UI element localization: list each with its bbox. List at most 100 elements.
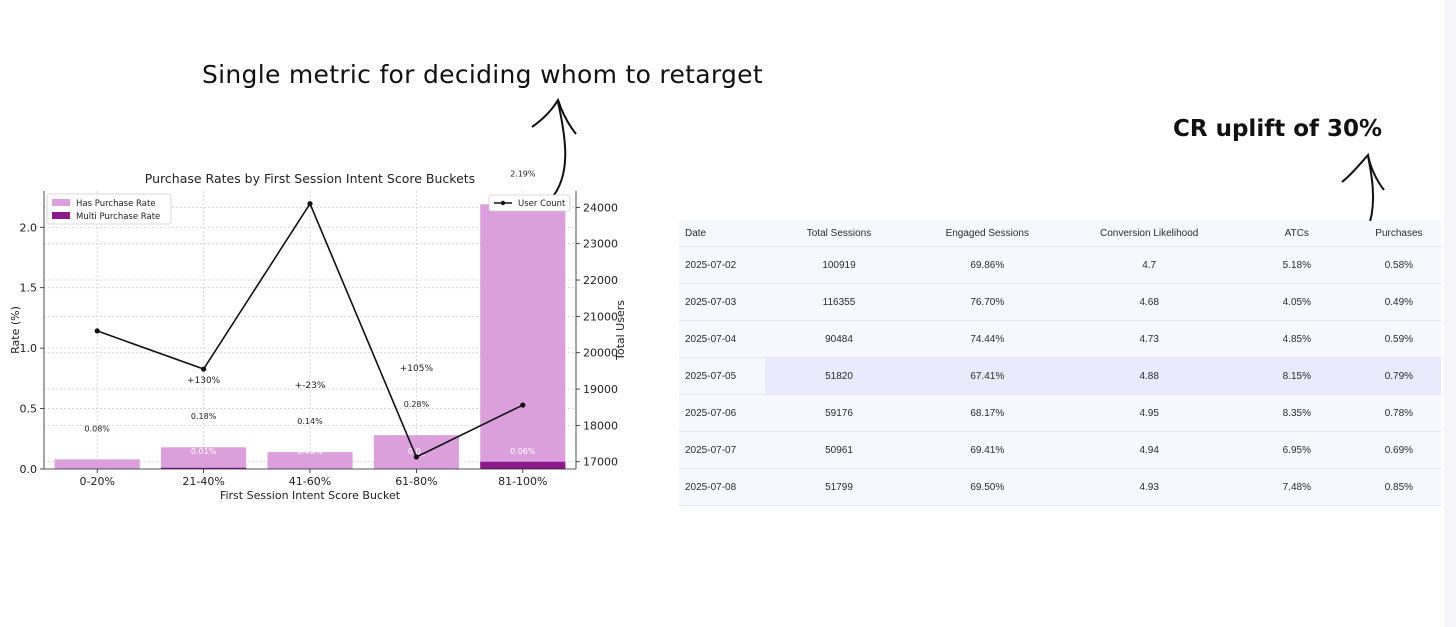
y-tick-label: 1.0 bbox=[20, 342, 38, 355]
x-tick-label: 61-80% bbox=[395, 475, 437, 488]
table-cell-date: 2025-07-06 bbox=[679, 394, 765, 432]
y2-tick-label: 23000 bbox=[583, 238, 618, 251]
column-header-total-sessions: Total Sessions bbox=[765, 221, 913, 247]
table-cell-atcs: 7.48% bbox=[1236, 468, 1357, 506]
legend-swatch-multi-purchase bbox=[52, 212, 70, 219]
table-cell-atcs: 8.35% bbox=[1236, 394, 1357, 432]
change-label: +105% bbox=[400, 364, 434, 374]
table-cell-engaged-sessions: 69.41% bbox=[913, 431, 1062, 469]
table-cell-engaged-sessions: 67.41% bbox=[913, 357, 1062, 395]
multi-value-label: 0.0_ bbox=[408, 447, 426, 456]
legend-label-has-purchase: Has Purchase Rate bbox=[76, 199, 156, 209]
uplift-annotation: CR uplift of 30% bbox=[1173, 116, 1383, 142]
table-cell-atcs: 8.15% bbox=[1236, 357, 1357, 395]
table-cell-date: 2025-07-02 bbox=[679, 246, 765, 284]
table-cell-purchases: 0.78% bbox=[1356, 394, 1441, 432]
multi-value-label: 0.00% bbox=[297, 447, 323, 456]
y-tick-label: 2.0 bbox=[20, 221, 38, 234]
page-edge bbox=[1444, 0, 1456, 627]
table-cell-date: 2025-07-03 bbox=[679, 283, 765, 321]
user-count-point bbox=[307, 201, 313, 207]
y-tick-label: 0.5 bbox=[20, 403, 38, 416]
table-cell-total-sessions: 51820 bbox=[765, 357, 913, 395]
user-count-point bbox=[201, 366, 207, 372]
legend-label-multi-purchase: Multi Purchase Rate bbox=[76, 212, 160, 222]
bar-has-purchase-rate bbox=[373, 435, 459, 469]
table-cell-purchases: 0.79% bbox=[1356, 357, 1441, 395]
bar-value-label: 0.28% bbox=[404, 400, 430, 409]
table-cell-total-sessions: 90484 bbox=[765, 320, 913, 358]
table-cell-atcs: 6.95% bbox=[1236, 431, 1357, 469]
table-cell-purchases: 0.69% bbox=[1356, 431, 1441, 469]
table-row: 2025-07-06 59176 68.17% 4.95 8.35% 0.78% bbox=[679, 394, 1441, 432]
legend-marker-user-count bbox=[500, 200, 506, 206]
table-cell-conversion-likelihood: 4.7 bbox=[1061, 246, 1237, 284]
table-header-row: Date Total Sessions Engaged Sessions Conver… bbox=[679, 221, 1441, 247]
y2-tick-label: 19000 bbox=[583, 383, 618, 396]
legend-box-right bbox=[488, 194, 571, 212]
column-header-atcs: ATCs bbox=[1236, 221, 1357, 247]
column-header-date: Date bbox=[679, 221, 765, 247]
legend-box bbox=[46, 193, 172, 225]
y-axis-label: Rate (%) bbox=[9, 306, 22, 354]
table-cell-date: 2025-07-07 bbox=[679, 431, 765, 469]
bar-has-purchase-rate bbox=[480, 204, 566, 469]
table-cell-date: 2025-07-05 bbox=[679, 357, 765, 395]
x-tick-label: 41-60% bbox=[289, 475, 331, 488]
table-cell-engaged-sessions: 74.44% bbox=[913, 320, 1062, 358]
table-cell-total-sessions: 50961 bbox=[765, 431, 913, 469]
x-tick-label: 0-20% bbox=[79, 475, 114, 488]
table-cell-conversion-likelihood: 4.94 bbox=[1061, 431, 1237, 469]
table-cell-engaged-sessions: 68.17% bbox=[913, 394, 1062, 432]
purchase-rate-chart: 0.08% 0.18% 0.14% 0.28% 2.19% 0.01% 0.00% 0.0_ 0… bbox=[9, 169, 627, 502]
change-label: +-23% bbox=[295, 381, 326, 391]
bar-multi-purchase-rate bbox=[480, 461, 566, 469]
table-cell-total-sessions: 51799 bbox=[765, 468, 913, 506]
bar-has-purchase-rate bbox=[54, 459, 140, 469]
multi-value-label: 0.01% bbox=[191, 447, 217, 456]
table-cell-conversion-likelihood: 4.68 bbox=[1061, 283, 1237, 321]
user-count-point bbox=[94, 328, 100, 334]
y2-tick-label: 22000 bbox=[583, 274, 618, 287]
table-cell-engaged-sessions: 69.50% bbox=[913, 468, 1062, 506]
y2-tick-label: 21000 bbox=[583, 310, 618, 323]
multi-value-label: 0.06% bbox=[510, 447, 536, 456]
table-cell-total-sessions: 100919 bbox=[765, 246, 913, 284]
table-cell-purchases: 0.58% bbox=[1356, 246, 1441, 284]
bar-has-purchase-rate bbox=[267, 452, 353, 469]
x-tick-label: 81-100% bbox=[498, 475, 547, 488]
y2-tick-label: 17000 bbox=[583, 456, 618, 469]
user-count-point bbox=[520, 402, 526, 408]
column-header-purchases: Purchases bbox=[1356, 221, 1441, 247]
bar-value-label: 0.08% bbox=[84, 424, 110, 433]
table-cell-conversion-likelihood: 4.88 bbox=[1061, 357, 1237, 395]
table-cell-conversion-likelihood: 4.93 bbox=[1061, 468, 1237, 506]
table-cell-date: 2025-07-04 bbox=[679, 320, 765, 358]
table-cell-atcs: 4.05% bbox=[1236, 283, 1357, 321]
change-label: +130% bbox=[187, 376, 221, 386]
hand-drawn-arrow-right-icon bbox=[1341, 152, 1385, 223]
legend-swatch-has-purchase bbox=[52, 199, 70, 206]
column-header-conversion-likelihood: Conversion Likelihood bbox=[1061, 221, 1237, 247]
chart-title: Purchase Rates by First Session Intent S… bbox=[145, 171, 475, 186]
retarget-annotation: Single metric for deciding whom to retar… bbox=[202, 60, 763, 89]
bar-value-label: 0.18% bbox=[191, 412, 217, 421]
table-row: 2025-07-08 51799 69.50% 4.93 7.48% 0.85% bbox=[679, 468, 1441, 506]
daily-metrics-table: Date Total Sessions Engaged Sessions Conver… bbox=[679, 221, 1441, 506]
y-tick-label: 0.0 bbox=[20, 463, 38, 476]
table-cell-engaged-sessions: 69.86% bbox=[913, 246, 1062, 284]
table-row: 2025-07-05 51820 67.41% 4.88 8.15% 0.79% bbox=[679, 357, 1441, 395]
x-axis-label: First Session Intent Score Bucket bbox=[220, 489, 401, 502]
bar-value-label: 2.19% bbox=[510, 169, 536, 178]
y2-tick-label: 24000 bbox=[583, 201, 618, 214]
table-cell-purchases: 0.49% bbox=[1356, 283, 1441, 321]
y2-tick-label: 18000 bbox=[583, 419, 618, 432]
x-tick-label: 21-40% bbox=[182, 475, 224, 488]
legend-label-user-count: User Count bbox=[518, 199, 566, 209]
table-cell-conversion-likelihood: 4.73 bbox=[1061, 320, 1237, 358]
table-cell-purchases: 0.85% bbox=[1356, 468, 1441, 506]
table-row: 2025-07-02 100919 69.86% 4.7 5.18% 0.58% bbox=[679, 246, 1441, 284]
hand-drawn-arrow-left-icon bbox=[531, 97, 577, 201]
bar-multi-purchase-rate bbox=[161, 467, 247, 469]
table-cell-conversion-likelihood: 4.95 bbox=[1061, 394, 1237, 432]
